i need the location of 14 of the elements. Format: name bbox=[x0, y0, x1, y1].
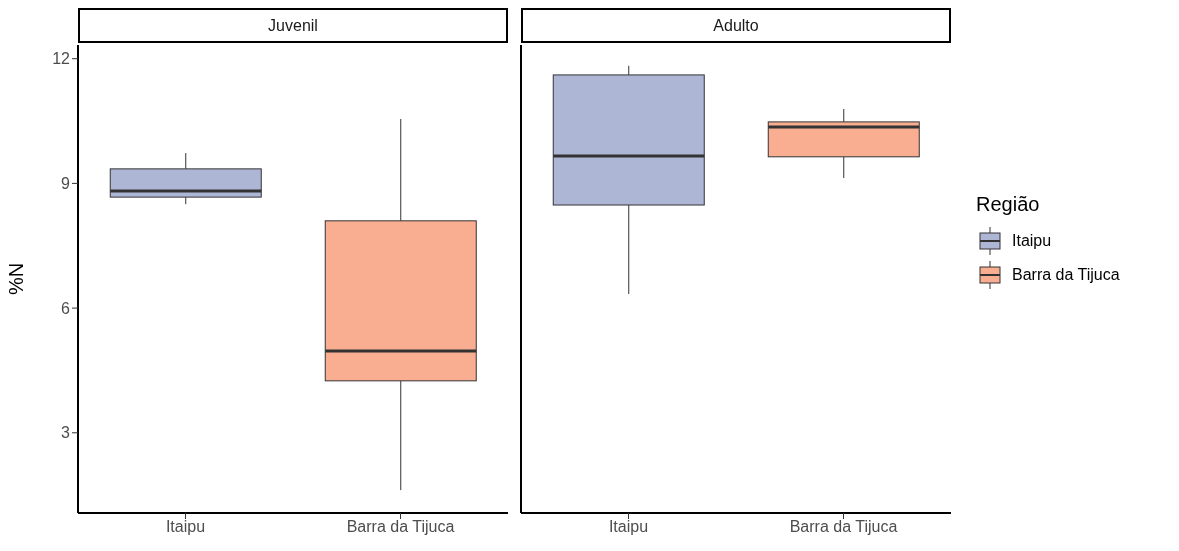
legend-label: Barra da Tijuca bbox=[1012, 266, 1120, 284]
x-tick-label: Itaipu bbox=[165, 518, 206, 536]
legend-title: Região bbox=[976, 193, 1041, 216]
legend-label: Itaipu bbox=[1012, 232, 1052, 250]
y-tick-label: 3 bbox=[61, 424, 71, 442]
chart-title: Juvenil bbox=[78, 8, 508, 43]
chart-title: Adulto bbox=[521, 8, 951, 43]
y-tick-label: 6 bbox=[61, 299, 71, 317]
x-tick-label: Barra da Tijuca bbox=[789, 518, 898, 536]
x-tick-label: Itaipu bbox=[608, 518, 649, 536]
x-tick-label: Barra da Tijuca bbox=[346, 518, 455, 536]
y-tick-label: 9 bbox=[61, 175, 71, 193]
y-tick-label: 12 bbox=[52, 50, 71, 68]
y-axis-title: %N bbox=[5, 262, 28, 296]
